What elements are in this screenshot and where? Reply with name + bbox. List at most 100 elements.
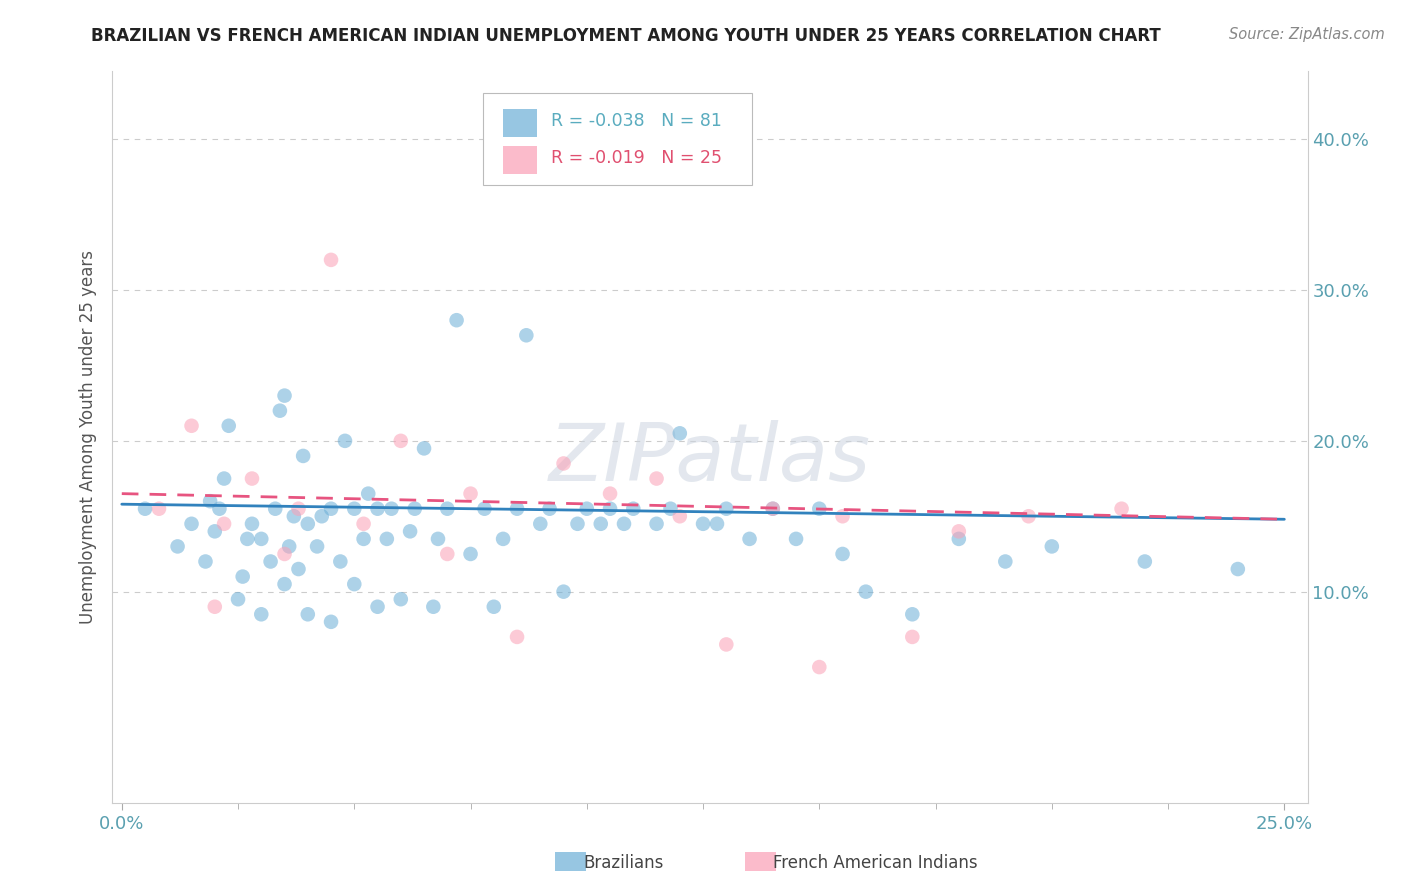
Point: [436, 501, 458, 516]
Point: [264, 501, 287, 516]
Point: [994, 554, 1017, 568]
Point: [515, 328, 537, 343]
Point: [645, 516, 668, 531]
Point: [706, 516, 728, 531]
Point: [808, 501, 831, 516]
Point: [948, 524, 970, 539]
Point: [901, 607, 924, 622]
Point: [389, 592, 412, 607]
Point: [613, 516, 636, 531]
Text: ZIPatlas: ZIPatlas: [548, 420, 872, 498]
Point: [250, 607, 273, 622]
Point: [538, 501, 561, 516]
Point: [738, 532, 761, 546]
Text: Brazilians: Brazilians: [583, 854, 664, 871]
Point: [333, 434, 356, 448]
Point: [204, 599, 226, 614]
Point: [482, 599, 505, 614]
Point: [492, 532, 515, 546]
Point: [367, 501, 389, 516]
Point: [343, 577, 366, 591]
Point: [460, 486, 482, 500]
Point: [669, 509, 692, 524]
Point: [831, 509, 853, 524]
Point: [218, 418, 240, 433]
Point: [427, 532, 450, 546]
Point: [226, 592, 249, 607]
Point: [589, 516, 612, 531]
Point: [134, 501, 156, 516]
Point: [240, 471, 263, 485]
Point: [599, 486, 621, 500]
Point: [357, 486, 380, 500]
Point: [283, 509, 305, 524]
Point: [212, 471, 235, 485]
Point: [692, 516, 714, 531]
Point: [180, 516, 202, 531]
FancyBboxPatch shape: [484, 94, 752, 185]
Point: [659, 501, 682, 516]
Point: [621, 501, 644, 516]
Point: [901, 630, 924, 644]
Point: [446, 313, 468, 327]
Point: [375, 532, 398, 546]
Y-axis label: Unemployment Among Youth under 25 years: Unemployment Among Youth under 25 years: [79, 250, 97, 624]
Point: [380, 501, 402, 516]
Point: [716, 501, 738, 516]
Point: [645, 471, 668, 485]
Point: [148, 501, 170, 516]
Point: [1226, 562, 1249, 576]
Point: [529, 516, 551, 531]
Point: [319, 615, 342, 629]
Point: [204, 524, 226, 539]
Point: [762, 501, 785, 516]
Point: [669, 426, 692, 441]
Point: [273, 547, 295, 561]
Point: [506, 501, 529, 516]
Point: [259, 554, 281, 568]
Point: [307, 540, 329, 554]
Point: [353, 532, 375, 546]
Text: Source: ZipAtlas.com: Source: ZipAtlas.com: [1229, 27, 1385, 42]
Point: [269, 403, 291, 417]
Point: [311, 509, 333, 524]
Point: [1018, 509, 1040, 524]
Point: [319, 501, 342, 516]
Bar: [503, 146, 537, 174]
Point: [273, 389, 295, 403]
Point: [367, 599, 389, 614]
Point: [297, 516, 319, 531]
Text: French American Indians: French American Indians: [773, 854, 979, 871]
Point: [232, 569, 254, 583]
Text: R = -0.038   N = 81: R = -0.038 N = 81: [551, 112, 721, 130]
Point: [343, 501, 366, 516]
Point: [422, 599, 444, 614]
Point: [166, 540, 188, 554]
Point: [180, 418, 202, 433]
Point: [250, 532, 273, 546]
Point: [198, 494, 221, 508]
Point: [506, 630, 529, 644]
Point: [194, 554, 217, 568]
Bar: [503, 110, 537, 137]
Point: [553, 457, 575, 471]
Point: [855, 584, 877, 599]
Point: [436, 547, 458, 561]
Point: [319, 252, 342, 267]
Point: [413, 442, 436, 456]
Point: [208, 501, 231, 516]
Text: R = -0.019   N = 25: R = -0.019 N = 25: [551, 149, 723, 167]
Point: [329, 554, 352, 568]
Point: [404, 501, 426, 516]
Point: [567, 516, 589, 531]
Point: [292, 449, 315, 463]
Point: [599, 501, 621, 516]
Point: [287, 501, 309, 516]
Point: [1111, 501, 1133, 516]
Point: [212, 516, 235, 531]
Point: [1133, 554, 1156, 568]
Point: [808, 660, 831, 674]
Point: [474, 501, 496, 516]
Point: [278, 540, 301, 554]
Point: [240, 516, 263, 531]
